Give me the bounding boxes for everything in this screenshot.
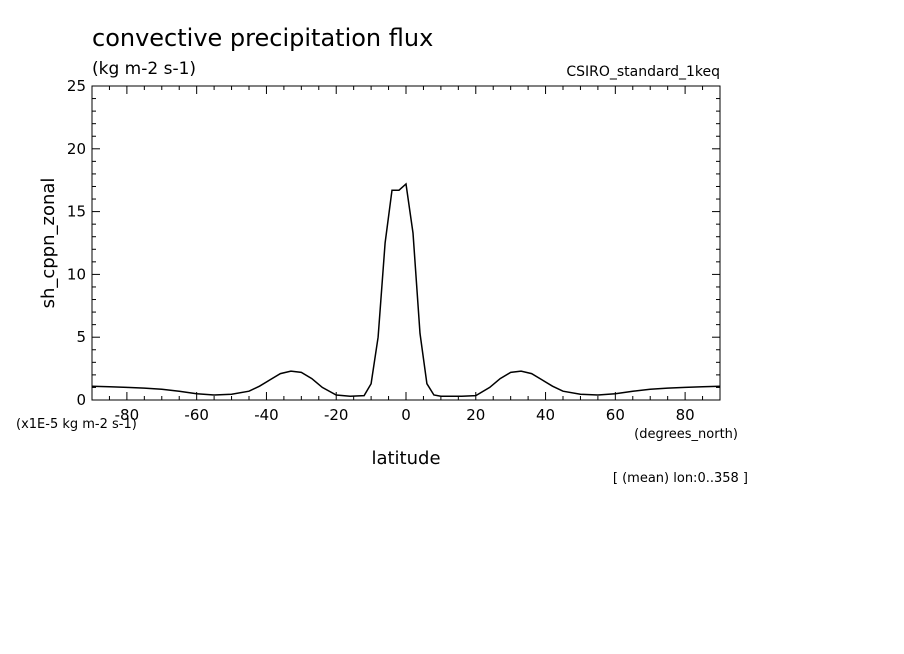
x-tick-label: 80 <box>676 406 695 424</box>
y-axis-ticks: 0 5 10 15 20 25 <box>67 77 720 409</box>
y-scale-note: (x1E-5 kg m-2 s-1) <box>16 417 137 432</box>
y-tick-label: 15 <box>67 203 86 221</box>
y-tick-label: 0 <box>76 391 86 409</box>
y-tick-label: 25 <box>67 77 86 95</box>
chart-title: convective precipitation flux <box>92 24 433 52</box>
model-name: CSIRO_standard_1keq <box>566 64 720 80</box>
y-axis-label: sh_cppn_zonal <box>38 178 59 309</box>
x-axis-label: latitude <box>371 448 440 469</box>
x-axis-ticks: -80 -60 -40 -20 0 20 40 60 80 <box>91 86 721 424</box>
x-axis-units: (degrees_north) <box>634 427 738 442</box>
chart-units: (kg m-2 s-1) <box>92 59 196 79</box>
x-tick-label: -20 <box>324 406 349 424</box>
series-line <box>91 182 721 397</box>
x-tick-label: 60 <box>606 406 625 424</box>
x-tick-label: -80 <box>115 406 140 424</box>
x-tick-label: -40 <box>254 406 279 424</box>
footnote: [ (mean) lon:0..358 ] <box>613 471 748 486</box>
x-tick-label: -60 <box>184 406 209 424</box>
x-tick-label: 0 <box>401 406 411 424</box>
x-tick-label: 20 <box>466 406 485 424</box>
y-tick-label: 20 <box>67 140 86 158</box>
plot-frame <box>91 85 721 401</box>
x-tick-label: 40 <box>536 406 555 424</box>
y-tick-label: 5 <box>76 328 86 346</box>
y-tick-label: 10 <box>67 265 86 283</box>
